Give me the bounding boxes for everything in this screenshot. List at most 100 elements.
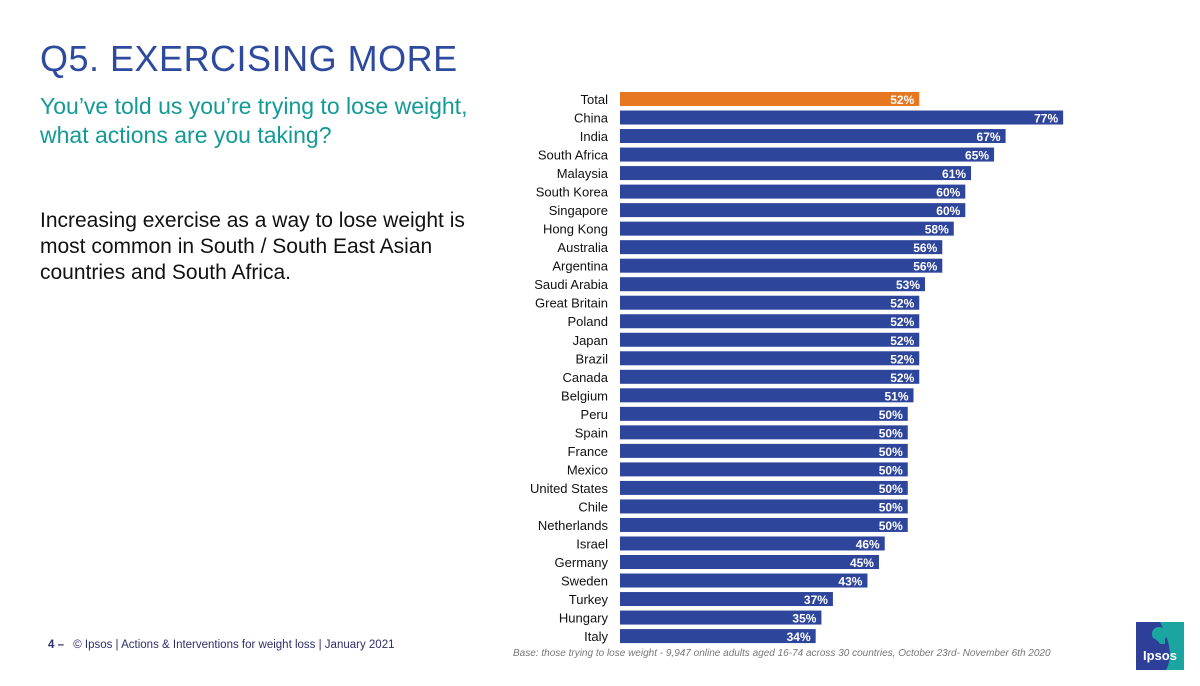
- bar: [620, 369, 920, 384]
- category-label: Germany: [555, 555, 609, 570]
- category-label: Peru: [581, 407, 608, 422]
- value-label: 50%: [879, 482, 903, 496]
- category-label: Malaysia: [557, 166, 609, 181]
- bar-row: Hungary 35%: [559, 610, 822, 626]
- category-label: Saudi Arabia: [534, 277, 608, 292]
- value-label: 53%: [896, 278, 920, 292]
- value-label: 52%: [890, 297, 914, 311]
- category-label: Great Britain: [535, 296, 608, 311]
- bar-row: Malaysia 61%: [557, 166, 972, 181]
- bar: [620, 610, 822, 625]
- bar-row: South Africa 65%: [538, 147, 995, 163]
- value-label: 77%: [1034, 112, 1058, 126]
- bar-row: Peru 50%: [581, 406, 908, 422]
- category-label: Singapore: [549, 203, 608, 218]
- bar: [620, 166, 972, 181]
- bar-row: China 77%: [574, 110, 1064, 126]
- category-label: Spain: [575, 425, 608, 440]
- bar-row: South Korea 60%: [536, 184, 966, 200]
- value-label: 52%: [890, 371, 914, 385]
- bar-row: Poland 52%: [568, 314, 920, 329]
- category-label: Total: [581, 92, 609, 107]
- bar-row: Australia 56%: [557, 240, 943, 255]
- bar-row: Saudi Arabia 53%: [534, 277, 926, 292]
- bar-row: Great Britain 52%: [535, 295, 920, 311]
- value-label: 52%: [890, 334, 914, 348]
- bar-row: Brazil 52%: [575, 351, 920, 366]
- category-label: Japan: [573, 333, 608, 348]
- bar-row: Spain 50%: [575, 425, 908, 440]
- bar: [620, 351, 920, 366]
- category-label: Israel: [576, 536, 608, 551]
- value-label: 45%: [850, 556, 874, 570]
- value-label: 50%: [879, 408, 903, 422]
- page-title: Q5. EXERCISING MORE: [40, 38, 458, 79]
- value-label: 56%: [913, 241, 937, 255]
- bar: [620, 425, 908, 440]
- bar-row: Turkey 37%: [569, 592, 833, 607]
- bar: [620, 277, 926, 292]
- bar: [620, 129, 1006, 144]
- bar-row: Chile 50%: [578, 499, 908, 514]
- bar: [620, 110, 1064, 125]
- bar: [620, 388, 914, 403]
- bar-row: Total 52%: [581, 92, 920, 107]
- value-label: 51%: [884, 389, 908, 403]
- ipsos-logo-icon: Ipsos: [1136, 622, 1184, 670]
- value-label: 61%: [942, 167, 966, 181]
- category-label: Netherlands: [538, 518, 609, 533]
- value-label: 50%: [879, 445, 903, 459]
- value-label: 50%: [879, 519, 903, 533]
- category-label: Mexico: [567, 462, 608, 477]
- value-label: 60%: [936, 204, 960, 218]
- logo-text: Ipsos: [1143, 648, 1177, 663]
- bar: [620, 406, 908, 421]
- page-number: 4 –: [48, 639, 64, 651]
- bar: [620, 203, 966, 218]
- value-label: 50%: [879, 426, 903, 440]
- bar: [620, 480, 908, 495]
- category-label: Chile: [578, 499, 608, 514]
- category-label: Hong Kong: [543, 222, 608, 237]
- bar: [620, 295, 920, 310]
- category-label: France: [568, 444, 608, 459]
- value-label: 52%: [890, 352, 914, 366]
- bar-row: Japan 52%: [573, 332, 920, 348]
- bar-row: France 50%: [568, 443, 908, 459]
- category-label: South Africa: [538, 148, 609, 163]
- bar-row: Argentina 56%: [552, 258, 943, 274]
- bar: [620, 462, 908, 477]
- category-label: Poland: [568, 314, 608, 329]
- bar-row: Canada 52%: [562, 369, 920, 385]
- value-label: 50%: [879, 500, 903, 514]
- category-label: Hungary: [559, 611, 609, 626]
- bar: [620, 240, 943, 255]
- category-label: Belgium: [561, 388, 608, 403]
- bar: [620, 629, 816, 644]
- value-label: 50%: [879, 463, 903, 477]
- category-label: Australia: [557, 240, 608, 255]
- bar-row: Italy 34%: [584, 629, 816, 644]
- value-label: 35%: [792, 612, 816, 626]
- value-label: 52%: [890, 315, 914, 329]
- bar: [620, 592, 833, 607]
- category-label: Italy: [584, 629, 608, 644]
- summary-text: Increasing exercise as a way to lose wei…: [40, 209, 465, 284]
- value-label: 52%: [890, 93, 914, 107]
- bar: [620, 517, 908, 532]
- bar-row: Sweden 43%: [561, 573, 868, 589]
- category-label: Brazil: [575, 351, 608, 366]
- base-note: Base: those trying to lose weight - 9,94…: [513, 648, 1051, 659]
- footer: 4 – © Ipsos | Actions & Interventions fo…: [48, 639, 394, 651]
- value-label: 60%: [936, 186, 960, 200]
- bar: [620, 443, 908, 458]
- category-label: China: [574, 111, 609, 126]
- bar-row: Netherlands 50%: [538, 517, 908, 533]
- bar-row: India 67%: [580, 129, 1006, 144]
- bar: [620, 573, 868, 588]
- value-label: 56%: [913, 260, 937, 274]
- bar-row: Mexico 50%: [567, 462, 908, 477]
- bar: [620, 499, 908, 514]
- bar-row: Belgium 51%: [561, 388, 914, 403]
